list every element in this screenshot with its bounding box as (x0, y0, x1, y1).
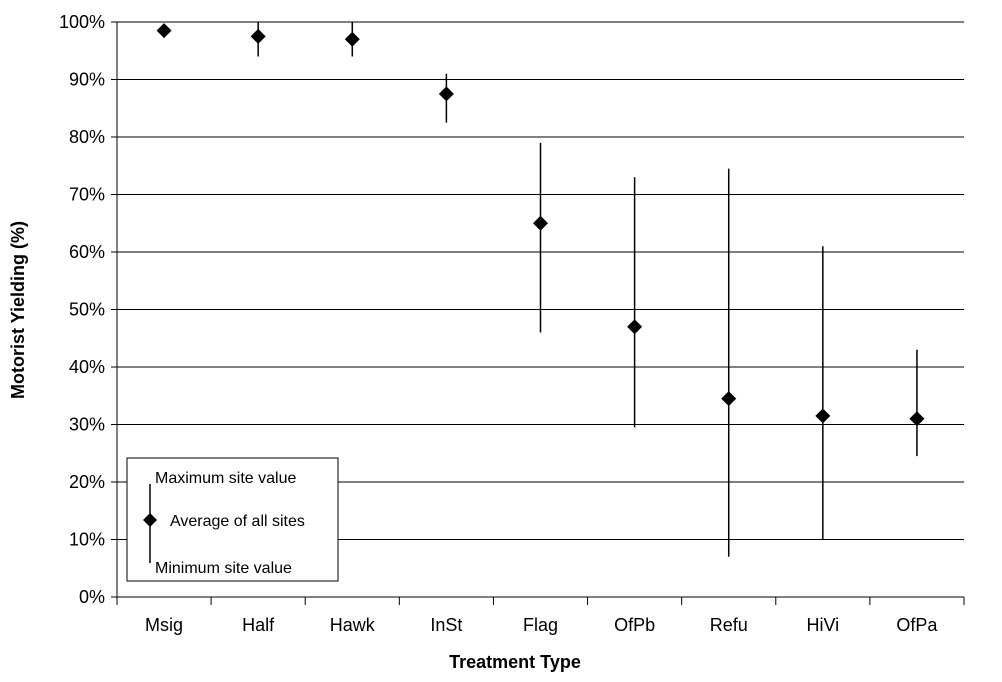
mean-marker (721, 391, 737, 407)
mean-marker (438, 86, 454, 102)
y-tick-labels: 0% 10% 20% 30% 40% 50% 60% 70% 80% 90% 100% (59, 12, 105, 607)
x-tick-label: Flag (523, 615, 558, 635)
x-axis-title: Treatment Type (449, 652, 581, 672)
x-tick-label: OfPa (896, 615, 938, 635)
y-tick-label: 100% (59, 12, 105, 32)
y-tick-label: 20% (69, 472, 105, 492)
mean-marker (156, 23, 172, 39)
y-tick-label: 40% (69, 357, 105, 377)
axes (111, 21, 965, 605)
legend-min-label: Minimum site value (155, 560, 292, 577)
legend-diamond-marker (143, 513, 157, 527)
legend: Maximum site value Average of all sites … (126, 457, 339, 582)
y-tick-label: 50% (69, 300, 105, 320)
error-bars (257, 22, 918, 557)
x-tick-label: InSt (430, 615, 462, 635)
x-tick-label: HiVi (806, 615, 839, 635)
x-tick-label: Msig (145, 615, 183, 635)
y-tick-label: 30% (69, 415, 105, 435)
y-tick-label: 0% (79, 587, 105, 607)
mean-marker (344, 31, 360, 47)
mean-markers (156, 23, 925, 427)
mean-marker (815, 408, 831, 424)
mean-marker (250, 28, 266, 44)
mean-marker (533, 215, 548, 231)
y-tick-label: 80% (69, 127, 105, 147)
x-tick-labels: Msig Half Hawk InSt Flag OfPb Refu HiVi OfPa (145, 615, 938, 635)
y-tick-label: 90% (69, 70, 105, 90)
y-tick-label: 10% (69, 530, 105, 550)
mean-marker (909, 411, 925, 427)
y-tick-label: 60% (69, 242, 105, 262)
x-tick-label: OfPb (614, 615, 655, 635)
legend-box (126, 457, 339, 582)
legend-max-label: Maximum site value (155, 470, 296, 487)
x-tick-label: Hawk (330, 615, 376, 635)
x-tick-label: Refu (710, 615, 748, 635)
mean-marker (627, 319, 643, 335)
y-tick-label: 70% (69, 185, 105, 205)
x-tick-label: Half (242, 615, 275, 635)
y-axis-title: Motorist Yielding (%) (8, 221, 28, 399)
legend-avg-label: Average of all sites (170, 513, 305, 530)
